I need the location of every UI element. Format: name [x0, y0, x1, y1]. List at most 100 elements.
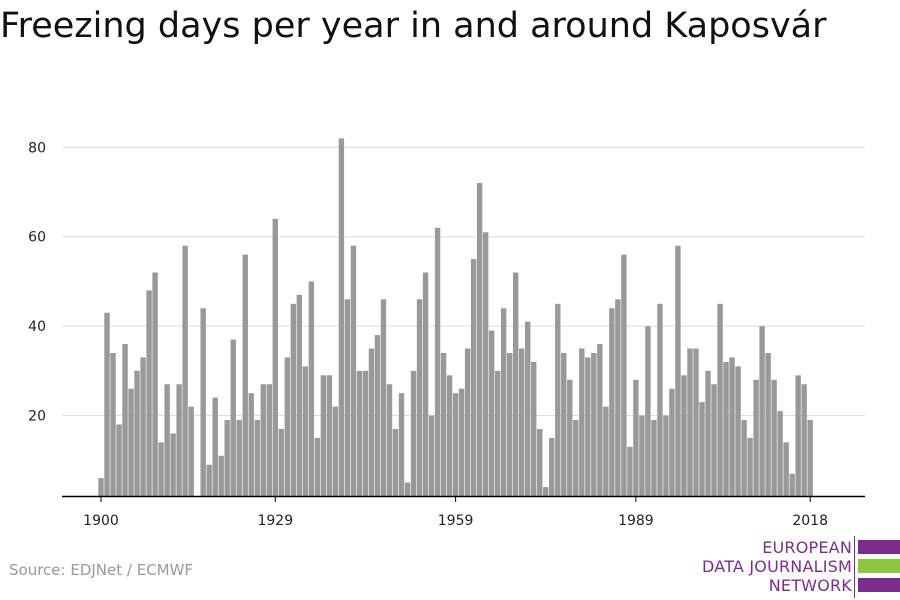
- bar-1999: [693, 348, 699, 496]
- bar-1931: [284, 357, 291, 496]
- bar-1974: [543, 487, 549, 496]
- bar-2014: [783, 442, 789, 496]
- bar-2001: [705, 370, 711, 496]
- logo-divider: [854, 536, 855, 598]
- bar-1935: [308, 281, 315, 496]
- bar-1949: [392, 428, 399, 496]
- bar-1989: [633, 379, 639, 496]
- bar-1984: [603, 406, 609, 496]
- bar-1908: [146, 290, 152, 496]
- bar-1973: [537, 428, 543, 496]
- bar-1945: [368, 348, 375, 496]
- bar-1902: [110, 352, 116, 496]
- x-tick-label: 2018: [792, 513, 828, 529]
- bar-1941: [344, 299, 351, 496]
- bars: [98, 138, 813, 497]
- bar-1958: [446, 375, 453, 496]
- x-tick-label: 1929: [257, 513, 293, 529]
- bar-1907: [140, 357, 146, 496]
- bar-1923: [236, 420, 242, 496]
- bar-1985: [609, 308, 615, 496]
- bar-1970: [519, 348, 525, 496]
- bar-1975: [549, 437, 555, 496]
- bar-1952: [410, 370, 417, 496]
- bar-1946: [374, 335, 381, 496]
- bar-1910: [158, 442, 164, 496]
- logo-bar-middle: [858, 559, 900, 573]
- bar-1901: [104, 312, 110, 496]
- bar-1957: [440, 352, 447, 496]
- bar-1963: [476, 183, 483, 496]
- bar-1921: [224, 420, 230, 496]
- bar-1959: [452, 393, 459, 496]
- bar-1926: [254, 420, 260, 496]
- bar-1979: [573, 420, 579, 496]
- bar-1922: [230, 339, 236, 496]
- x-tick-label: 1959: [438, 513, 474, 529]
- bar-1911: [164, 384, 170, 496]
- bar-2002: [711, 384, 717, 496]
- bar-1990: [639, 415, 645, 496]
- bar-1983: [597, 344, 603, 496]
- bar-1919: [212, 397, 218, 496]
- bar-1953: [416, 299, 423, 496]
- bar-1943: [356, 370, 363, 496]
- y-tick-label: 80: [28, 140, 46, 156]
- y-axis-ticks: 20 40 60 80: [28, 140, 46, 424]
- bar-1914: [182, 245, 188, 496]
- bar-1937: [320, 375, 327, 496]
- bar-1917: [200, 308, 206, 496]
- bar-1930: [278, 428, 284, 496]
- bar-1948: [386, 384, 393, 496]
- bar-1950: [398, 393, 405, 496]
- logo-bar-bottom: [858, 578, 900, 592]
- bar-1913: [176, 384, 182, 496]
- bar-1978: [567, 379, 573, 496]
- bar-1924: [242, 254, 248, 496]
- bar-2011: [765, 352, 771, 496]
- bar-2000: [699, 402, 705, 496]
- bar-1961: [464, 348, 471, 496]
- bar-1903: [116, 424, 122, 496]
- bar-1960: [458, 388, 465, 496]
- bar-1918: [206, 464, 212, 496]
- bar-2013: [777, 411, 783, 496]
- bar-1909: [152, 272, 158, 496]
- bar-1954: [422, 272, 429, 496]
- bar-1944: [362, 370, 369, 496]
- bar-1942: [350, 245, 357, 496]
- bar-1971: [525, 321, 531, 496]
- logo-line-1: EUROPEAN: [762, 538, 852, 557]
- logo-line-3: NETWORK: [768, 576, 852, 595]
- bar-1939: [332, 406, 339, 496]
- bar-2008: [747, 437, 753, 496]
- y-tick-label: 40: [28, 319, 46, 335]
- bar-1951: [404, 482, 411, 496]
- bar-1928: [266, 384, 272, 496]
- logo-line-2: DATA JOURNALISM: [702, 557, 852, 576]
- x-axis-ticks: 1900 1929 1959 1989 2018: [83, 496, 828, 529]
- bar-1920: [218, 455, 224, 496]
- bar-1904: [122, 344, 128, 496]
- bar-2015: [789, 473, 795, 496]
- bar-2005: [729, 357, 735, 496]
- chart-title: Freezing days per year in and around Kap…: [0, 6, 827, 46]
- bar-1997: [681, 375, 687, 496]
- bar-1981: [585, 357, 591, 496]
- edjnet-logo: EUROPEAN DATA JOURNALISM NETWORK: [702, 536, 900, 598]
- bar-2016: [795, 375, 801, 496]
- bar-1929: [272, 218, 278, 497]
- bar-1925: [248, 393, 254, 496]
- bar-2003: [717, 303, 723, 496]
- bar-1996: [675, 245, 681, 496]
- bar-1938: [326, 375, 333, 496]
- bar-2012: [771, 379, 777, 496]
- bar-1956: [434, 227, 441, 497]
- bar-1986: [615, 299, 621, 496]
- bar-1965: [488, 330, 495, 496]
- bar-1995: [669, 388, 675, 496]
- bar-1955: [428, 415, 435, 496]
- bar-2004: [723, 361, 729, 496]
- bar-1991: [645, 326, 651, 496]
